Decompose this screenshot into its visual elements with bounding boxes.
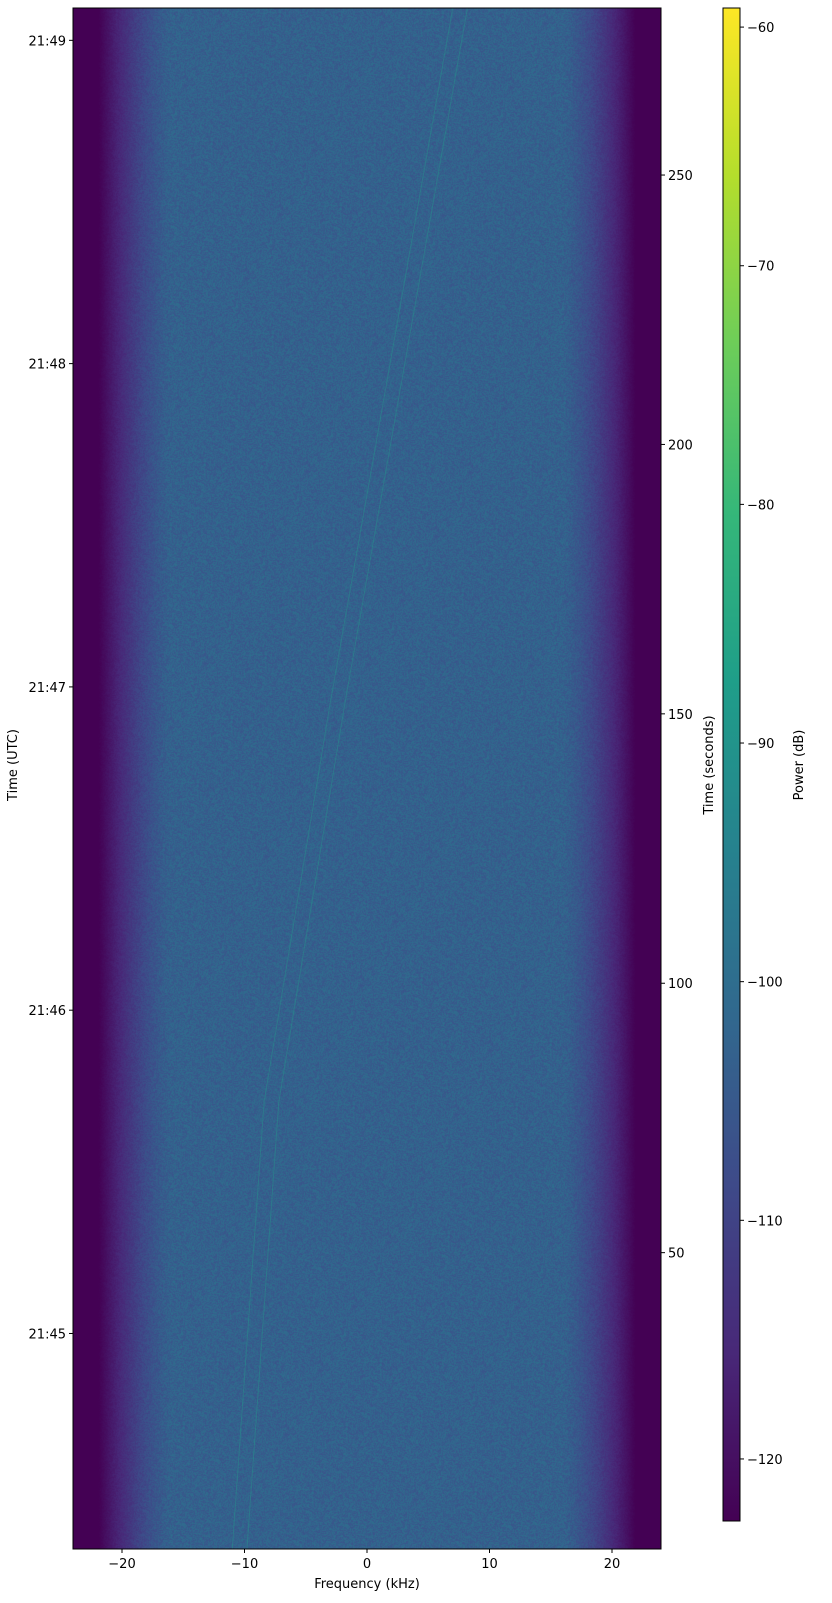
colorbar-axis: −60 −70 −80 −90 −100 −110 −120 — [740, 21, 783, 1468]
colorbar-tick-label: −60 — [747, 21, 774, 36]
left-y-tick-label: 21:47 — [29, 681, 66, 696]
signal-trace — [231, 7, 454, 1550]
x-tick-label: −10 — [231, 1557, 258, 1572]
colorbar-tick-label: −80 — [747, 498, 774, 513]
colorbar-tick-label: −100 — [747, 976, 783, 991]
spectrogram-heatmap — [73, 8, 661, 1549]
right-y-tick-label: 50 — [668, 1247, 685, 1262]
x-tick-label: −20 — [108, 1557, 135, 1572]
left-y-axis-label: Time (UTC) — [6, 729, 21, 802]
right-y-tick-label: 100 — [668, 977, 693, 992]
right-y-tick-label: 250 — [668, 169, 693, 184]
left-y-tick-label: 21:48 — [29, 358, 66, 373]
colorbar-tick-label: −90 — [747, 737, 774, 752]
right-y-axis: 50 100 150 200 250 — [661, 169, 693, 1262]
x-tick-label: 0 — [363, 1557, 371, 1572]
right-y-axis-label: Time (seconds) — [702, 715, 717, 815]
colorbar-label: Power (dB) — [792, 730, 807, 801]
x-tick-label: 20 — [604, 1557, 621, 1572]
left-y-tick-label: 21:46 — [29, 1004, 66, 1019]
colorbar-tick-label: −70 — [747, 260, 774, 275]
right-y-tick-label: 150 — [668, 708, 693, 723]
signal-trace — [246, 7, 468, 1550]
left-y-tick-label: 21:45 — [29, 1327, 66, 1342]
right-y-tick-label: 200 — [668, 438, 693, 453]
x-tick-label: 10 — [481, 1557, 498, 1572]
left-y-axis: 21:45 21:46 21:47 21:48 21:49 — [29, 34, 73, 1342]
colorbar — [722, 7, 741, 1522]
left-y-tick-label: 21:49 — [29, 34, 66, 49]
x-axis-label: Frequency (kHz) — [314, 1577, 420, 1592]
signal-traces — [231, 7, 468, 1550]
colorbar-tick-label: −120 — [747, 1453, 783, 1468]
x-axis: −20 −10 0 10 20 — [108, 1549, 620, 1572]
colorbar-tick-label: −110 — [747, 1214, 783, 1229]
